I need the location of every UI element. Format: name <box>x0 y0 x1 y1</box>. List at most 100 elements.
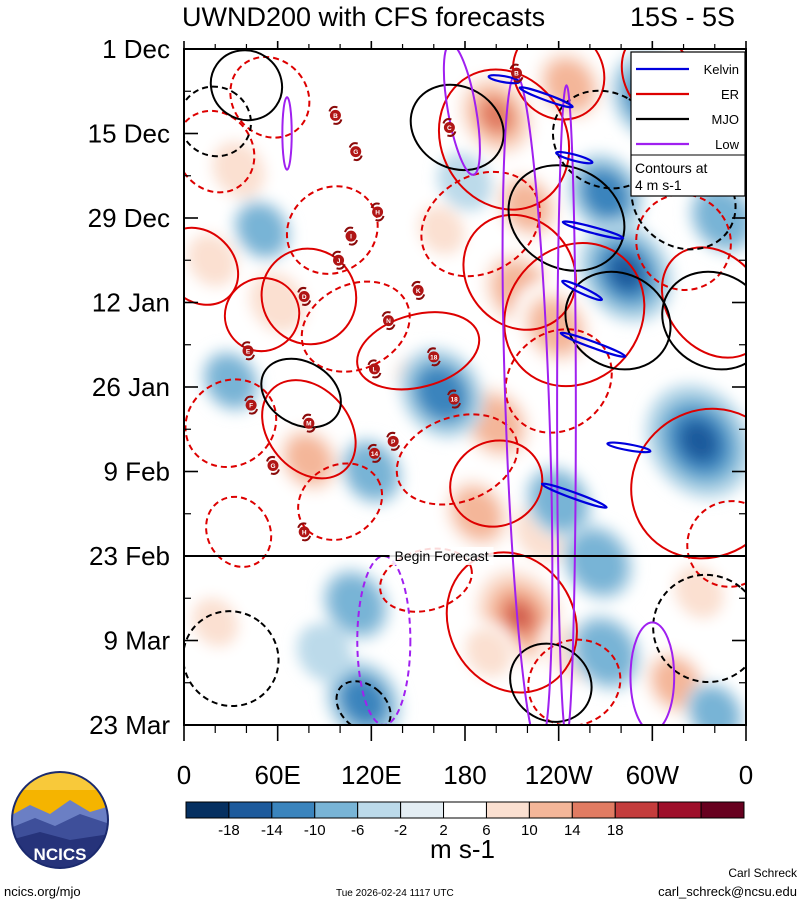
er-contour-dashed <box>184 378 278 469</box>
storm-dot <box>329 109 341 121</box>
low-contour <box>629 621 676 725</box>
storm-code: 18 <box>450 397 458 404</box>
colorbar-units: m s-1 <box>430 834 495 864</box>
anomaly-blobs <box>184 49 746 725</box>
storm-tail <box>447 389 457 396</box>
storm-dot <box>511 67 523 79</box>
forecast-label: Begin Forecast <box>394 548 488 564</box>
storm-tail <box>306 426 316 433</box>
legend: Kelvin ER MJO Low Contours at4 m s-1 <box>630 51 746 197</box>
storm-dot <box>387 435 399 447</box>
er-contour-dashed <box>395 413 519 506</box>
storm-tail <box>415 294 426 300</box>
anomaly-blob <box>192 597 239 648</box>
storm-tail <box>297 522 307 529</box>
storm-marker: E <box>241 341 255 361</box>
colorbar-label: -2 <box>394 822 407 839</box>
storm-code: K <box>416 288 421 295</box>
storm-dot <box>448 393 460 405</box>
storm-tail <box>348 239 358 246</box>
storm-dot <box>298 526 310 538</box>
x-tick-label: 60W <box>626 760 680 790</box>
forecast-label-bg <box>389 547 494 565</box>
low-contour <box>281 96 293 171</box>
anomaly-blob <box>531 300 580 353</box>
er-contour-dashed <box>285 185 379 275</box>
colorbar-label: 2 <box>439 822 447 839</box>
mjo-contour <box>409 83 505 172</box>
low-contour <box>556 84 577 725</box>
anomaly-blob <box>207 356 255 406</box>
anomaly-field <box>184 49 746 725</box>
colorbar-label: 18 <box>607 822 624 839</box>
storm-marker: B <box>328 105 343 125</box>
colorbar-swatch <box>571 801 616 819</box>
legend-note: Contours at <box>635 160 707 176</box>
storm-tail <box>333 119 343 125</box>
storm-marker: 18 <box>447 389 462 409</box>
anomaly-blob <box>249 272 307 333</box>
kelvin-contour <box>518 86 574 109</box>
er-contour <box>630 407 746 560</box>
storm-marker: P <box>386 431 401 451</box>
storm-marker: I <box>344 226 358 246</box>
mjo-contour <box>564 270 672 371</box>
y-tick-label: 15 Dec <box>88 119 170 149</box>
storm-tail <box>353 155 363 162</box>
site-url[interactable]: ncics.org/mjo <box>4 884 81 899</box>
er-contour-dashed <box>229 55 311 139</box>
storm-code: L <box>372 366 376 373</box>
anomaly-blob <box>691 688 738 725</box>
storm-tail <box>367 443 377 450</box>
anomaly-blob <box>609 255 642 290</box>
storm-tail <box>328 105 338 112</box>
mjo-contour <box>260 357 342 429</box>
storm-tail <box>390 444 401 451</box>
low-contour-dashed <box>356 555 412 725</box>
storm-tail <box>386 431 396 438</box>
storm-tail <box>426 347 437 354</box>
storm-code: G <box>270 463 275 470</box>
storm-tail <box>266 455 276 462</box>
y-tick-label: 12 Jan <box>92 288 170 318</box>
storm-marker: K <box>411 280 426 300</box>
anomaly-blob <box>674 565 725 619</box>
storm-code: B <box>514 71 519 78</box>
anomaly-blob <box>341 677 386 724</box>
storm-tail <box>514 76 524 83</box>
low-contour <box>442 49 481 176</box>
storm-tail <box>301 300 312 306</box>
storm-tail <box>301 535 312 542</box>
timestamp: Tue 2026-02-24 1117 UTC <box>336 888 454 899</box>
y-tick-label: 9 Feb <box>104 457 171 487</box>
er-contour-dashed <box>686 500 746 588</box>
storm-code: B <box>333 113 338 120</box>
colorbar-label: -14 <box>261 822 283 839</box>
er-contour-dashed <box>527 638 622 725</box>
storm-tail <box>509 63 519 70</box>
storm-tail <box>372 372 382 379</box>
storm-marker: G <box>266 455 280 475</box>
mjo-contour <box>661 270 746 371</box>
storm-marker: N <box>381 311 396 331</box>
storm-dot <box>242 345 254 357</box>
kelvin-contour <box>555 150 594 165</box>
storm-tail <box>297 286 307 293</box>
storm-tail <box>375 215 385 222</box>
anomaly-blob <box>569 531 627 593</box>
storm-tail <box>244 395 254 402</box>
author-email[interactable]: carl_schreck@ncsu.edu <box>658 884 797 899</box>
colorbar-label: 6 <box>482 822 490 839</box>
storm-dot <box>345 230 357 242</box>
ncics-logo: NCICS <box>11 771 109 869</box>
anomaly-blob <box>329 575 383 633</box>
storm-tail <box>336 263 346 270</box>
mjo-contour <box>209 49 284 122</box>
storm-tail <box>331 250 341 257</box>
anomaly-blob <box>583 170 628 217</box>
colorbar-label: 14 <box>564 822 581 839</box>
kelvin-contour <box>540 482 608 509</box>
storm-marker: 14 <box>367 443 382 463</box>
colorbar-swatch <box>400 801 445 819</box>
